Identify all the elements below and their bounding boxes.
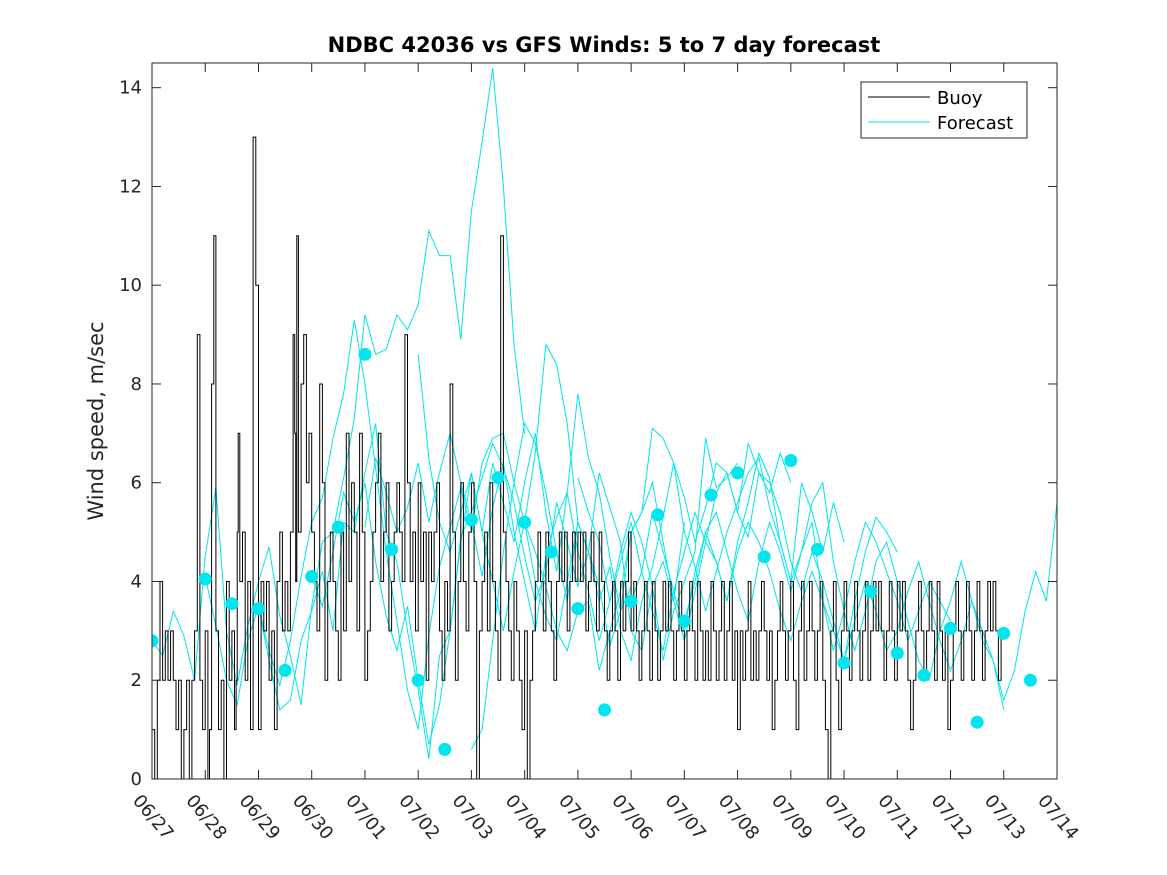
forecast-marker: [731, 466, 745, 480]
legend-buoy-label: Buoy: [937, 88, 983, 109]
forecast-marker: [1023, 673, 1037, 687]
forecast-marker: [358, 347, 372, 361]
forecast-marker: [278, 663, 292, 677]
buoy-series: [152, 136, 1004, 779]
forecast-marker: [757, 550, 771, 564]
legend: Buoy Forecast: [860, 81, 1028, 139]
legend-box: [860, 81, 1028, 139]
forecast-marker: [970, 715, 984, 729]
y-tick-label: 10: [119, 275, 142, 296]
forecast-marker: [518, 515, 532, 529]
forecast-marker: [810, 542, 824, 556]
forecast-marker: [571, 602, 585, 616]
y-axis-label: Wind speed, m/sec: [84, 321, 108, 520]
forecast-marker: [251, 602, 265, 616]
forecast-line-9: [577, 451, 951, 651]
y-tick-label: 14: [119, 78, 142, 99]
y-axis: 0 2 4 6 8 10 12 14: [119, 78, 1057, 790]
forecast-marker: [784, 454, 798, 468]
forecast-marker: [598, 703, 611, 717]
forecast-marker: [704, 488, 718, 502]
forecast-marker: [864, 584, 878, 598]
forecast-marker: [331, 520, 345, 534]
forecast-marker: [152, 634, 159, 648]
chart-title: NDBC 42036 vs GFS Winds: 5 to 7 day fore…: [328, 33, 881, 57]
y-tick-label: 12: [119, 176, 142, 197]
forecast-marker: [544, 545, 558, 559]
forecast-marker: [944, 621, 958, 635]
forecast-marker: [837, 656, 851, 670]
legend-forecast-label: Forecast: [937, 113, 1013, 134]
forecast-markers: [152, 347, 1037, 756]
y-tick-label: 0: [131, 769, 142, 790]
y-tick-label: 4: [131, 571, 142, 592]
forecast-line-8: [524, 471, 898, 671]
forecast-marker: [385, 542, 399, 556]
forecast-marker: [997, 626, 1011, 640]
y-tick-label: 2: [131, 670, 142, 691]
forecast-marker: [438, 742, 452, 756]
forecast-marker: [491, 471, 505, 485]
forecast-marker: [305, 570, 319, 584]
y-tick-label: 8: [131, 374, 142, 395]
forecast-marker: [651, 508, 665, 522]
forecast-marker: [917, 668, 931, 682]
forecast-marker: [198, 572, 212, 586]
forecast-marker: [464, 513, 478, 527]
forecast-marker: [225, 597, 239, 611]
plot-frame: [151, 62, 1058, 780]
forecast-marker: [411, 673, 425, 687]
forecast-marker: [890, 646, 904, 660]
buoy-line: [152, 136, 1004, 779]
y-tick-label: 6: [131, 473, 142, 494]
forecast-marker: [624, 594, 638, 608]
forecast-line-1: [152, 67, 526, 706]
forecast-marker: [677, 614, 691, 628]
forecast-line-10: [630, 481, 1005, 711]
